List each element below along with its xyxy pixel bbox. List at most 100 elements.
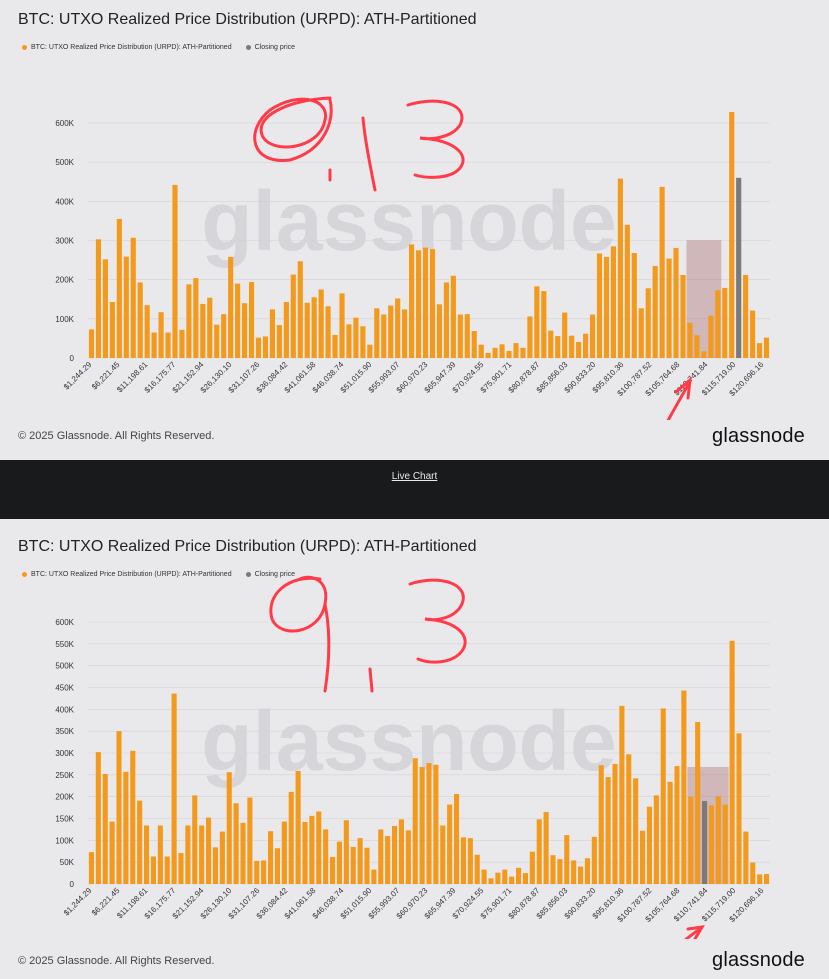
bar[interactable] xyxy=(687,322,693,358)
bar[interactable] xyxy=(316,811,322,884)
bar[interactable] xyxy=(214,324,220,358)
bar[interactable] xyxy=(206,817,212,884)
bar[interactable] xyxy=(652,265,658,358)
bar[interactable] xyxy=(478,344,484,358)
bar[interactable] xyxy=(612,763,618,884)
bar[interactable] xyxy=(708,315,714,358)
bar[interactable] xyxy=(708,805,714,884)
closing-price-bar[interactable] xyxy=(702,801,708,884)
bar[interactable] xyxy=(527,316,533,358)
bar[interactable] xyxy=(569,335,575,358)
bar[interactable] xyxy=(674,766,680,884)
bar[interactable] xyxy=(95,239,102,358)
bar[interactable] xyxy=(471,330,477,358)
bar[interactable] xyxy=(520,347,526,358)
bar[interactable] xyxy=(228,256,234,358)
bar[interactable] xyxy=(381,314,387,358)
legend-item-closing[interactable]: Closing price xyxy=(245,44,295,51)
bar[interactable] xyxy=(290,274,296,358)
bar[interactable] xyxy=(688,796,694,884)
bar[interactable] xyxy=(673,247,679,358)
bar[interactable] xyxy=(199,825,205,884)
bar[interactable] xyxy=(660,708,666,884)
bar[interactable] xyxy=(157,825,163,884)
bar[interactable] xyxy=(374,308,380,358)
bar[interactable] xyxy=(151,332,157,358)
bar[interactable] xyxy=(764,873,770,884)
bar[interactable] xyxy=(605,777,611,884)
bar[interactable] xyxy=(255,337,262,358)
bar[interactable] xyxy=(619,705,625,884)
bar[interactable] xyxy=(235,283,241,358)
bar[interactable] xyxy=(460,837,466,884)
bar[interactable] xyxy=(398,819,404,884)
bar[interactable] xyxy=(360,326,366,358)
bar[interactable] xyxy=(385,835,391,884)
bar[interactable] xyxy=(276,325,282,358)
bar[interactable] xyxy=(653,795,659,884)
bar[interactable] xyxy=(743,274,749,358)
bar[interactable] xyxy=(659,186,665,358)
bar[interactable] xyxy=(502,869,508,884)
bar[interactable] xyxy=(219,831,225,884)
bar[interactable] xyxy=(495,872,501,884)
bar[interactable] xyxy=(240,822,246,884)
bar[interactable] xyxy=(666,258,672,358)
bar[interactable] xyxy=(274,848,280,884)
bar[interactable] xyxy=(109,301,115,358)
bar[interactable] xyxy=(492,347,498,358)
bar[interactable] xyxy=(516,867,522,884)
bar[interactable] xyxy=(680,274,686,358)
bar[interactable] xyxy=(555,336,561,358)
bar[interactable] xyxy=(268,831,274,884)
bar[interactable] xyxy=(509,876,515,884)
bar[interactable] xyxy=(750,310,756,358)
bar[interactable] xyxy=(116,218,122,358)
bar[interactable] xyxy=(429,249,436,358)
bar[interactable] xyxy=(541,291,547,358)
bar[interactable] xyxy=(302,821,308,884)
bar[interactable] xyxy=(304,302,310,358)
bar[interactable] xyxy=(171,693,177,884)
bar[interactable] xyxy=(233,803,239,884)
bar[interactable] xyxy=(443,282,449,358)
bar[interactable] xyxy=(402,309,408,358)
bar[interactable] xyxy=(207,297,213,358)
bar[interactable] xyxy=(543,811,549,884)
bar[interactable] xyxy=(323,829,329,884)
bar[interactable] xyxy=(350,846,356,884)
bar[interactable] xyxy=(534,286,540,358)
bar[interactable] xyxy=(610,246,616,358)
bar[interactable] xyxy=(130,750,136,884)
bar[interactable] xyxy=(281,821,287,884)
bar[interactable] xyxy=(283,301,289,358)
bar[interactable] xyxy=(212,847,218,884)
bar[interactable] xyxy=(193,278,199,358)
bar[interactable] xyxy=(137,282,143,358)
bar[interactable] xyxy=(179,329,185,358)
bar[interactable] xyxy=(269,309,275,358)
bar[interactable] xyxy=(158,312,164,358)
bar[interactable] xyxy=(729,640,735,884)
bar[interactable] xyxy=(756,343,763,358)
bar[interactable] xyxy=(388,305,394,358)
bar[interactable] xyxy=(200,303,206,358)
bar[interactable] xyxy=(750,862,756,884)
bar[interactable] xyxy=(548,330,554,358)
bar[interactable] xyxy=(485,352,491,358)
bar[interactable] xyxy=(440,825,446,884)
bar[interactable] xyxy=(729,112,735,359)
bar[interactable] xyxy=(109,821,115,884)
bar[interactable] xyxy=(695,721,701,884)
bar[interactable] xyxy=(309,815,315,884)
bar[interactable] xyxy=(165,332,171,358)
bar[interactable] xyxy=(722,287,728,358)
bar[interactable] xyxy=(701,351,707,358)
bar[interactable] xyxy=(378,829,384,884)
bar[interactable] xyxy=(584,858,590,884)
bar[interactable] xyxy=(464,314,470,358)
bar[interactable] xyxy=(715,796,721,884)
bar[interactable] xyxy=(638,308,644,358)
bar[interactable] xyxy=(757,874,763,884)
bar[interactable] xyxy=(506,350,512,358)
